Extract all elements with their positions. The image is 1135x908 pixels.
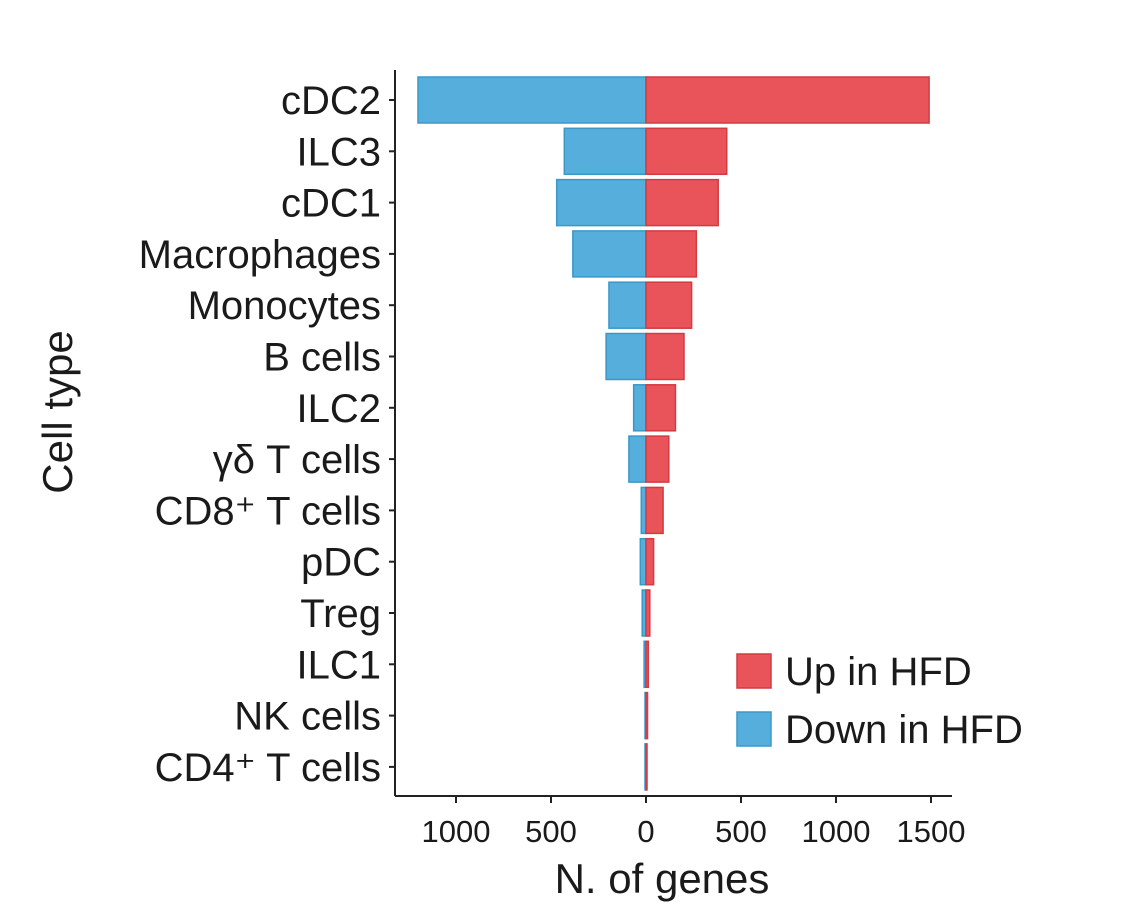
category-label: pDC bbox=[301, 541, 381, 585]
x-tick-labels: 1000 500 0 500 1000 1500 bbox=[422, 814, 966, 849]
axes-group bbox=[389, 70, 952, 803]
bar-up-5 bbox=[645, 332, 685, 381]
bar-down-6 bbox=[632, 384, 647, 432]
x-tick-label: 500 bbox=[525, 814, 577, 849]
legend-swatch-up bbox=[736, 653, 772, 689]
bar-up-10 bbox=[645, 589, 651, 637]
bar-down-1 bbox=[563, 127, 647, 176]
bar-up-4 bbox=[645, 281, 693, 329]
x-tick-label: 1500 bbox=[897, 814, 966, 849]
bar-up-12 bbox=[645, 691, 649, 740]
bar-down-3 bbox=[572, 230, 647, 278]
category-label: cDC1 bbox=[281, 182, 381, 226]
bar-up-9 bbox=[645, 537, 655, 586]
category-label: cDC2 bbox=[281, 79, 381, 123]
legend-swatch-down bbox=[736, 711, 772, 747]
bars-group bbox=[417, 76, 930, 791]
bar-down-5 bbox=[605, 332, 647, 381]
bar-up-13 bbox=[645, 743, 648, 791]
x-tick-label: 0 bbox=[637, 814, 654, 849]
category-label: ILC1 bbox=[297, 643, 382, 687]
bar-up-11 bbox=[645, 640, 650, 689]
y-axis-title: Cell type bbox=[34, 330, 81, 493]
bar-up-6 bbox=[645, 384, 677, 432]
category-label: Monocytes bbox=[188, 284, 381, 328]
category-label: CD8⁺ T cells bbox=[155, 489, 381, 533]
bar-down-9 bbox=[639, 537, 647, 586]
x-tick-label: 1000 bbox=[802, 814, 871, 849]
category-label: Macrophages bbox=[139, 233, 381, 277]
bar-down-7 bbox=[628, 435, 647, 483]
category-label: Treg bbox=[300, 592, 381, 636]
x-tick-label: 500 bbox=[715, 814, 767, 849]
bar-up-2 bbox=[645, 178, 719, 227]
bar-up-0 bbox=[645, 76, 930, 124]
bar-up-7 bbox=[645, 435, 670, 483]
bar-down-2 bbox=[555, 178, 647, 227]
bar-up-8 bbox=[645, 486, 664, 535]
category-label: ILC2 bbox=[297, 387, 382, 431]
bar-down-4 bbox=[608, 281, 647, 329]
category-labels: cDC2 ILC3 cDC1 Macrophages Monocytes B cells I… bbox=[139, 79, 381, 790]
category-label: B cells bbox=[263, 336, 381, 380]
category-label: ILC3 bbox=[297, 130, 382, 174]
category-label: NK cells bbox=[234, 695, 381, 739]
legend-label-down: Down in HFD bbox=[785, 708, 1023, 752]
x-axis-title: N. of genes bbox=[555, 855, 770, 902]
category-label: CD4⁺ T cells bbox=[155, 746, 381, 790]
bar-up-3 bbox=[645, 230, 698, 278]
legend-label-up: Up in HFD bbox=[785, 650, 972, 694]
x-tick-label: 1000 bbox=[422, 814, 491, 849]
category-label: γδ T cells bbox=[213, 438, 381, 482]
bar-up-1 bbox=[645, 127, 728, 176]
legend: Up in HFD Down in HFD bbox=[736, 650, 1023, 752]
bar-down-0 bbox=[417, 76, 647, 124]
